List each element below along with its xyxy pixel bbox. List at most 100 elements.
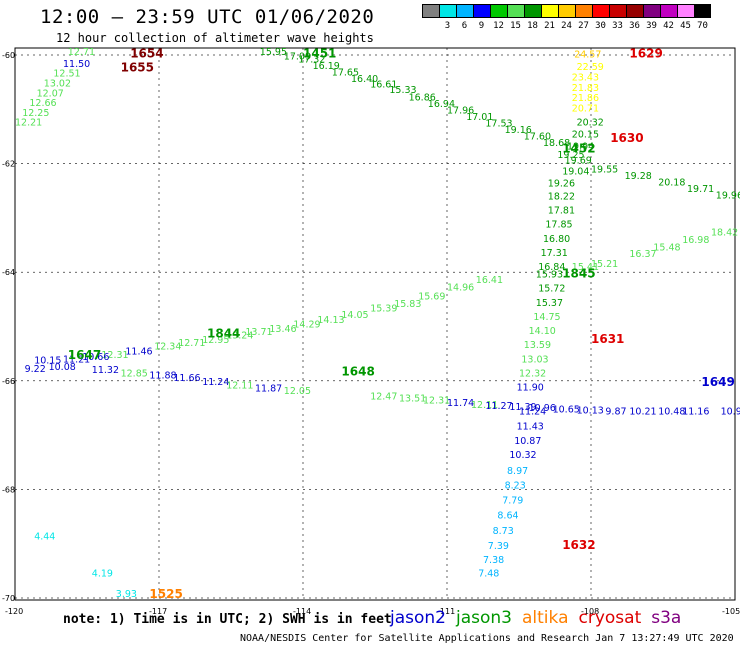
wave-height-label: 12.47 xyxy=(370,391,397,402)
legend-label: 18 xyxy=(527,21,538,31)
wave-height-label: 10.32 xyxy=(509,450,536,461)
wave-height-label: 8.73 xyxy=(493,526,514,537)
lat-label: -60 xyxy=(2,51,15,60)
wave-height-label: 3.93 xyxy=(116,589,137,600)
wave-height-label: 12.85 xyxy=(121,368,148,379)
map-subtitle: 12 hour collection of altimeter wave hei… xyxy=(56,31,374,45)
wave-height-label: 12.51 xyxy=(53,69,80,80)
lat-label: -64 xyxy=(2,268,15,277)
legend-color xyxy=(422,4,439,18)
legend-swatch: 36 xyxy=(626,4,643,31)
wave-height-label: 11.87 xyxy=(255,384,282,395)
wave-height-label: 13.03 xyxy=(521,354,548,365)
wave-height-label: 11.88 xyxy=(149,371,176,382)
satellite-legend: jason2 jason3 altika cryosat s3a xyxy=(390,608,681,628)
lon-label: -105 xyxy=(722,607,740,616)
legend-swatch: 70 xyxy=(694,4,711,31)
wave-height-label: 11.21 xyxy=(63,354,90,365)
wave-height-label: 7.38 xyxy=(483,555,504,566)
wave-height-label: 22.59 xyxy=(577,62,604,73)
wave-height-label: 17.09 xyxy=(284,51,311,62)
wave-height-label: 13.46 xyxy=(269,324,296,335)
wave-height-label: 17.32 xyxy=(298,55,325,66)
wave-height-label: 19.16 xyxy=(505,125,532,136)
legend-label: 42 xyxy=(663,21,674,31)
legend-color xyxy=(473,4,490,18)
wave-height-label: 13.71 xyxy=(245,327,272,338)
wave-height-label: 16.19 xyxy=(313,61,340,72)
legend-color xyxy=(507,4,524,18)
wave-height-label: 16.61 xyxy=(370,80,397,91)
wave-height-label: 14.10 xyxy=(529,326,556,337)
wave-height-label: 17.60 xyxy=(524,132,551,143)
wave-height-label: 12.31 xyxy=(423,396,450,407)
wave-height-label: 15.41 xyxy=(572,262,599,273)
wave-height-label: 11.43 xyxy=(517,422,544,433)
wave-height-label: 10.15 xyxy=(34,355,61,366)
wave-height-label: 7.39 xyxy=(488,541,509,552)
wave-height-label: 21.86 xyxy=(572,93,599,104)
wave-height-label: 10.98 xyxy=(721,406,740,417)
wave-height-label: 16.40 xyxy=(351,74,378,85)
wave-height-label: 19.55 xyxy=(591,164,618,175)
legend-label: 3 xyxy=(444,21,451,31)
lon-label: -117 xyxy=(149,607,167,616)
map-title: 12:00 – 23:59 UTC 01/06/2020 xyxy=(40,6,375,28)
map-frame xyxy=(14,47,736,601)
wave-height-label: 10.87 xyxy=(514,436,541,447)
wave-height-label: 11.27 xyxy=(485,401,512,412)
legend-label: 45 xyxy=(680,21,691,31)
legend-swatch: 18 xyxy=(524,4,541,31)
wave-height-label: 9.22 xyxy=(25,364,46,375)
wave-height-label: 12.05 xyxy=(284,386,311,397)
wave-height-label: 12.07 xyxy=(37,88,64,99)
wave-height-label: 7.48 xyxy=(478,568,499,579)
wave-height-label: 11.32 xyxy=(92,365,119,376)
satellite-s3a: s3a xyxy=(651,608,682,628)
satellite-jason2: jason2 xyxy=(390,608,446,628)
wave-height-label: 12.34 xyxy=(154,341,181,352)
wave-height-label: 12.31 xyxy=(101,350,128,361)
pass-time-label: 1648 xyxy=(341,364,374,378)
legend-swatch: 9 xyxy=(473,4,490,31)
wave-height-label: 16.41 xyxy=(476,275,503,286)
pass-time-label: 1630 xyxy=(610,131,643,145)
wave-height-label: 14.05 xyxy=(341,310,368,321)
wave-height-label: 16.37 xyxy=(629,249,656,260)
pass-time-label: 1631 xyxy=(591,332,624,346)
wave-height-label: 12.21 xyxy=(15,118,42,129)
legend-swatch: 21 xyxy=(541,4,558,31)
wave-height-label: 11.16 xyxy=(682,406,709,417)
wave-height-label: 13.02 xyxy=(44,78,71,89)
wave-height-label: 17.65 xyxy=(332,68,359,79)
legend-color xyxy=(643,4,660,18)
wave-height-label: 16.84 xyxy=(538,262,565,273)
wave-height-label: 23.43 xyxy=(572,73,599,84)
legend-color xyxy=(524,4,541,18)
wave-height-label: 17.01 xyxy=(466,112,493,123)
wave-height-label: 15.72 xyxy=(538,284,565,295)
wave-height-label: 20.71 xyxy=(572,103,599,114)
wave-height-values: 12.7111.5012.5113.0212.0712.6612.2512.21… xyxy=(15,47,740,600)
wave-height-label: 13.51 xyxy=(399,393,426,404)
wave-height-label: 11.46 xyxy=(125,347,152,358)
wave-height-label: 13.59 xyxy=(524,340,551,351)
legend-color xyxy=(541,4,558,18)
wave-height-label: 15.33 xyxy=(389,85,416,96)
legend-color xyxy=(558,4,575,18)
wave-height-label: 17.81 xyxy=(548,206,575,217)
legend-swatch: 24 xyxy=(558,4,575,31)
wave-height-label: 15.48 xyxy=(653,242,680,253)
wave-height-label: 19.26 xyxy=(548,178,575,189)
wave-height-label: 15.93 xyxy=(536,270,563,281)
wave-height-label: 10.21 xyxy=(629,406,656,417)
legend-color xyxy=(626,4,643,18)
wave-height-label: 15.39 xyxy=(370,303,397,314)
wave-height-label: 19.04 xyxy=(562,166,589,177)
wave-height-label: 10.96 xyxy=(529,403,556,414)
legend-color xyxy=(592,4,609,18)
wave-height-label: 18.22 xyxy=(548,191,575,202)
wave-height-label: 15.37 xyxy=(536,298,563,309)
wave-height-label: 21.83 xyxy=(572,83,599,94)
